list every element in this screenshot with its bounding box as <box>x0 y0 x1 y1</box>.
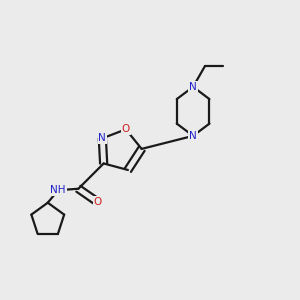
Text: N: N <box>189 82 197 92</box>
Text: N: N <box>98 133 106 143</box>
Text: N: N <box>189 131 197 141</box>
Text: O: O <box>122 124 130 134</box>
Text: NH: NH <box>50 185 66 195</box>
Text: O: O <box>94 197 102 207</box>
